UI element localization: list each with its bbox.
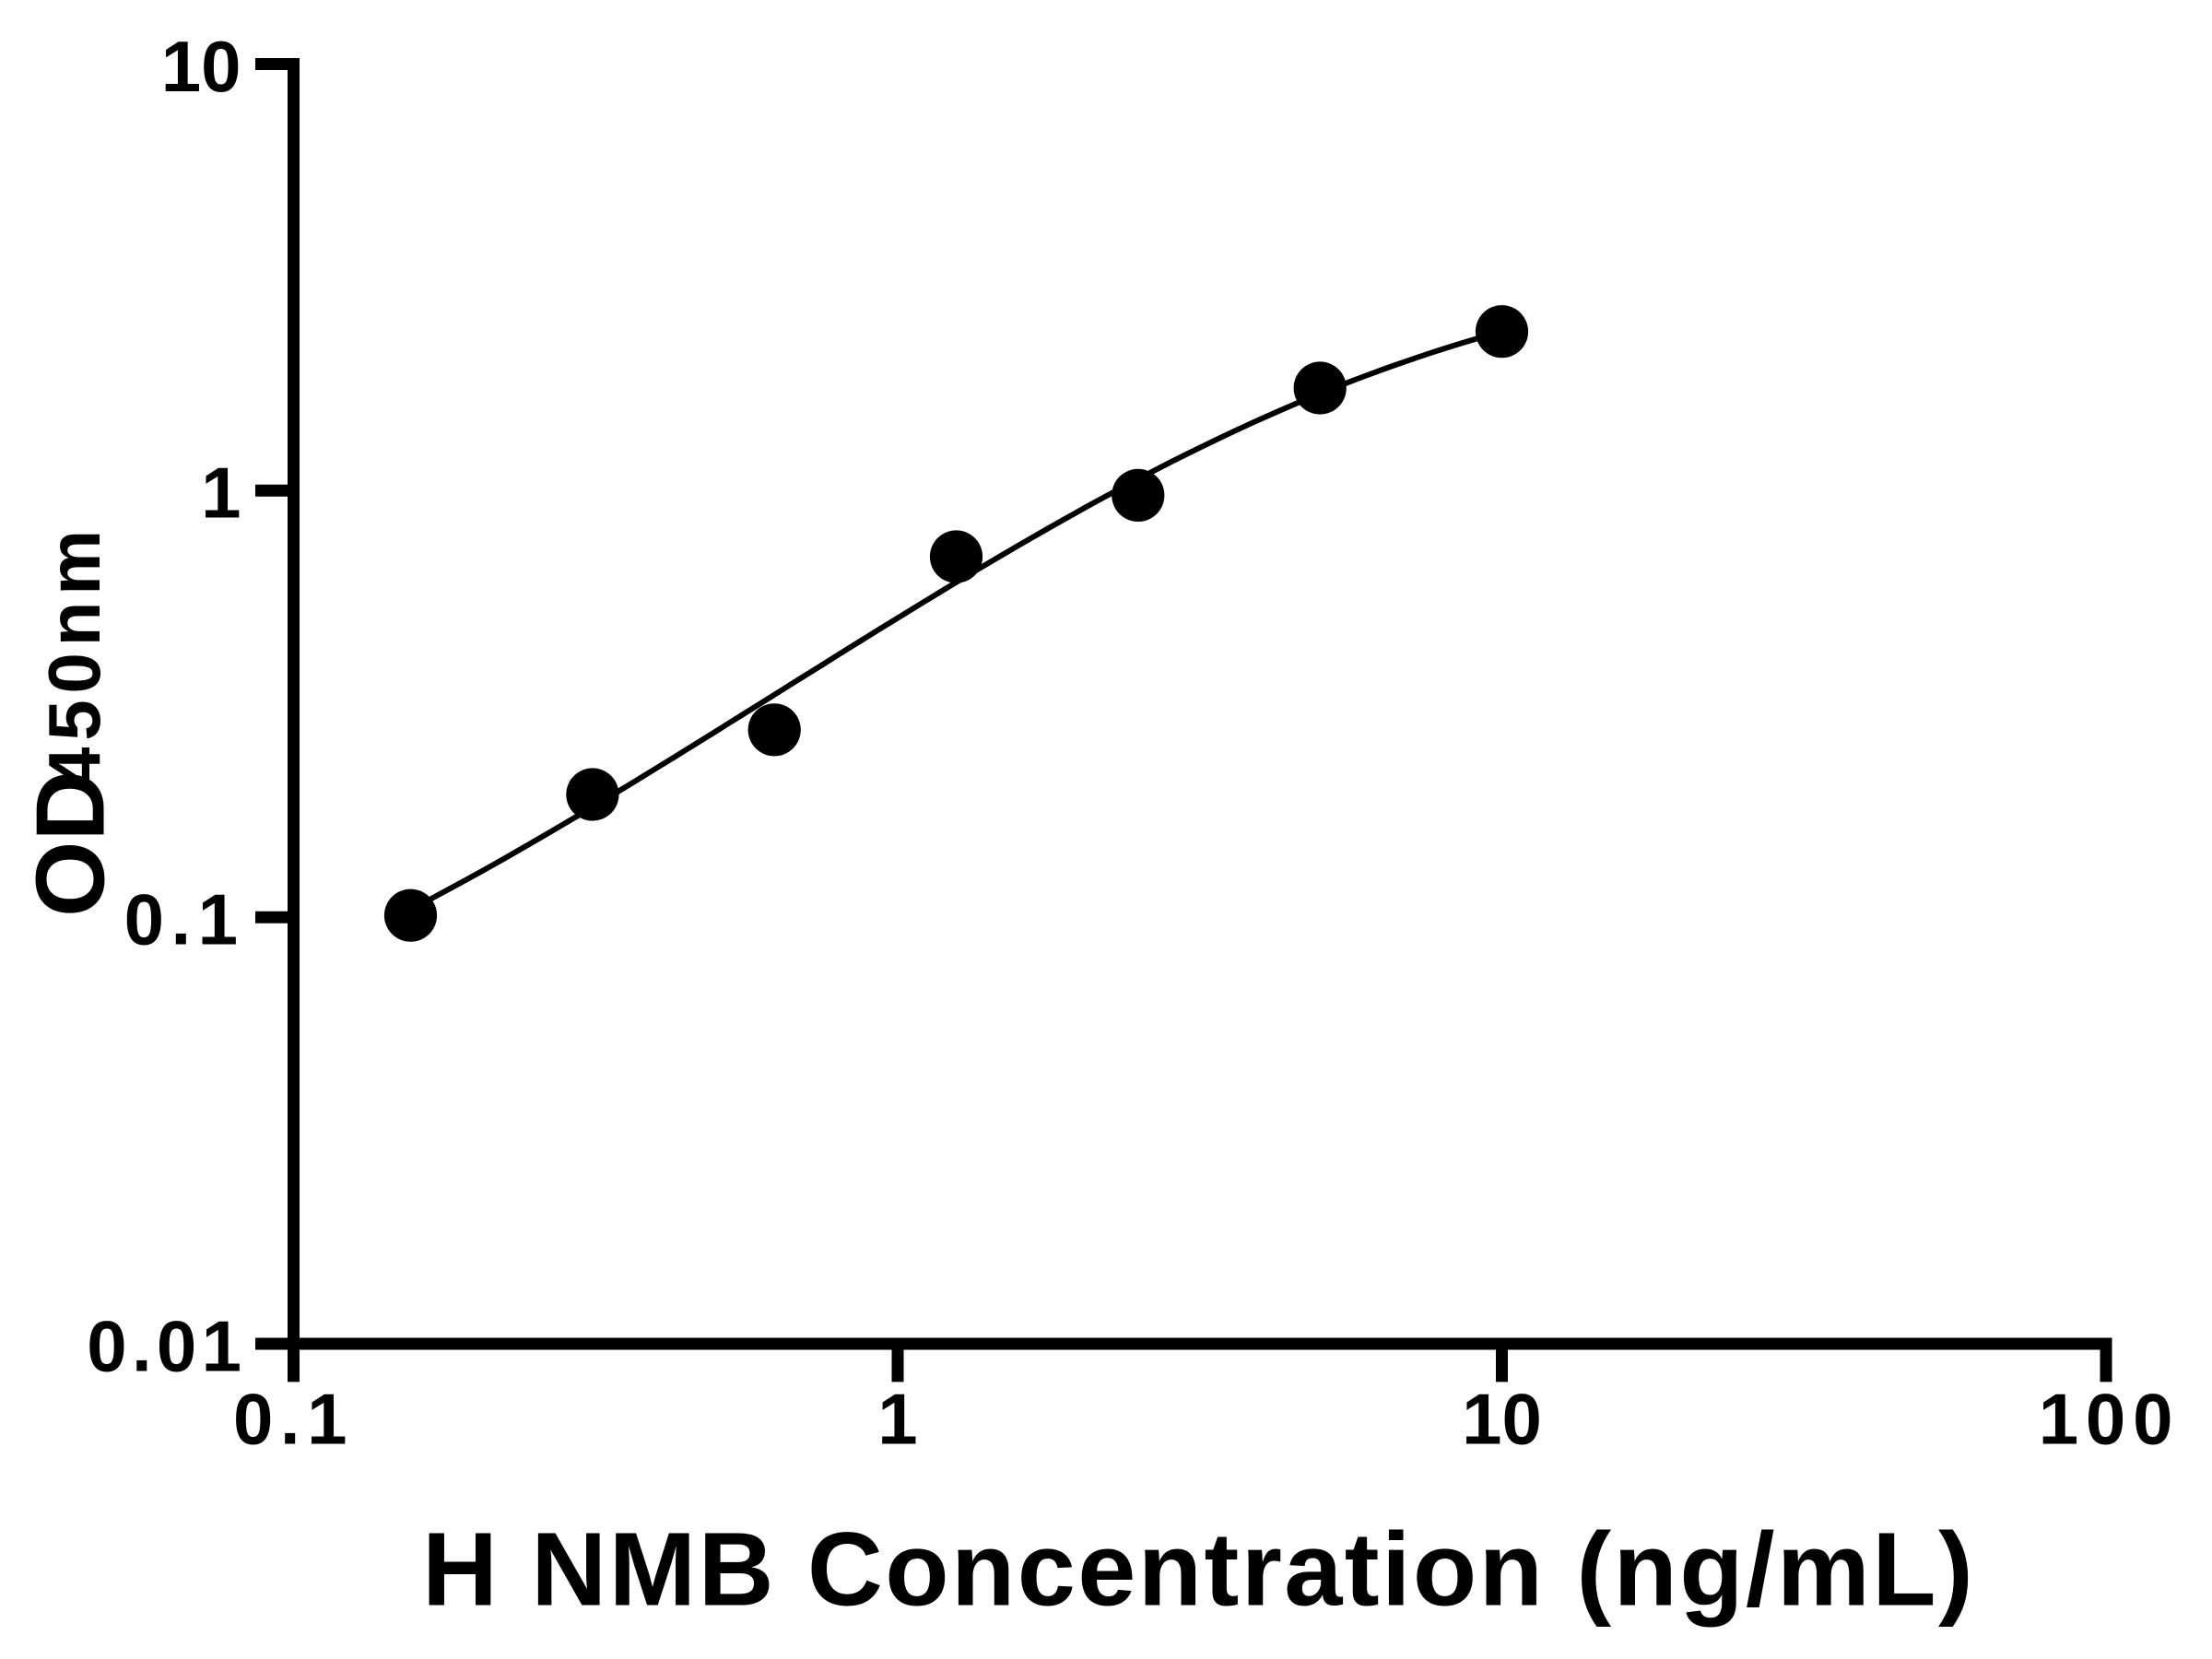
svg-text:100: 100: [2039, 1379, 2181, 1460]
svg-text:450nm: 450nm: [33, 524, 115, 788]
svg-text:0.01: 0.01: [87, 1305, 246, 1386]
svg-text:OD: OD: [17, 771, 125, 917]
svg-text:10: 10: [1462, 1379, 1542, 1460]
svg-text:H NMB Concentration (ng/mL): H NMB Concentration (ng/mL): [422, 1512, 1975, 1629]
svg-text:10: 10: [161, 26, 241, 107]
svg-text:0.1: 0.1: [233, 1379, 354, 1460]
svg-text:0.1: 0.1: [124, 879, 245, 960]
svg-text:1: 1: [877, 1379, 917, 1460]
svg-text:1: 1: [201, 453, 241, 534]
